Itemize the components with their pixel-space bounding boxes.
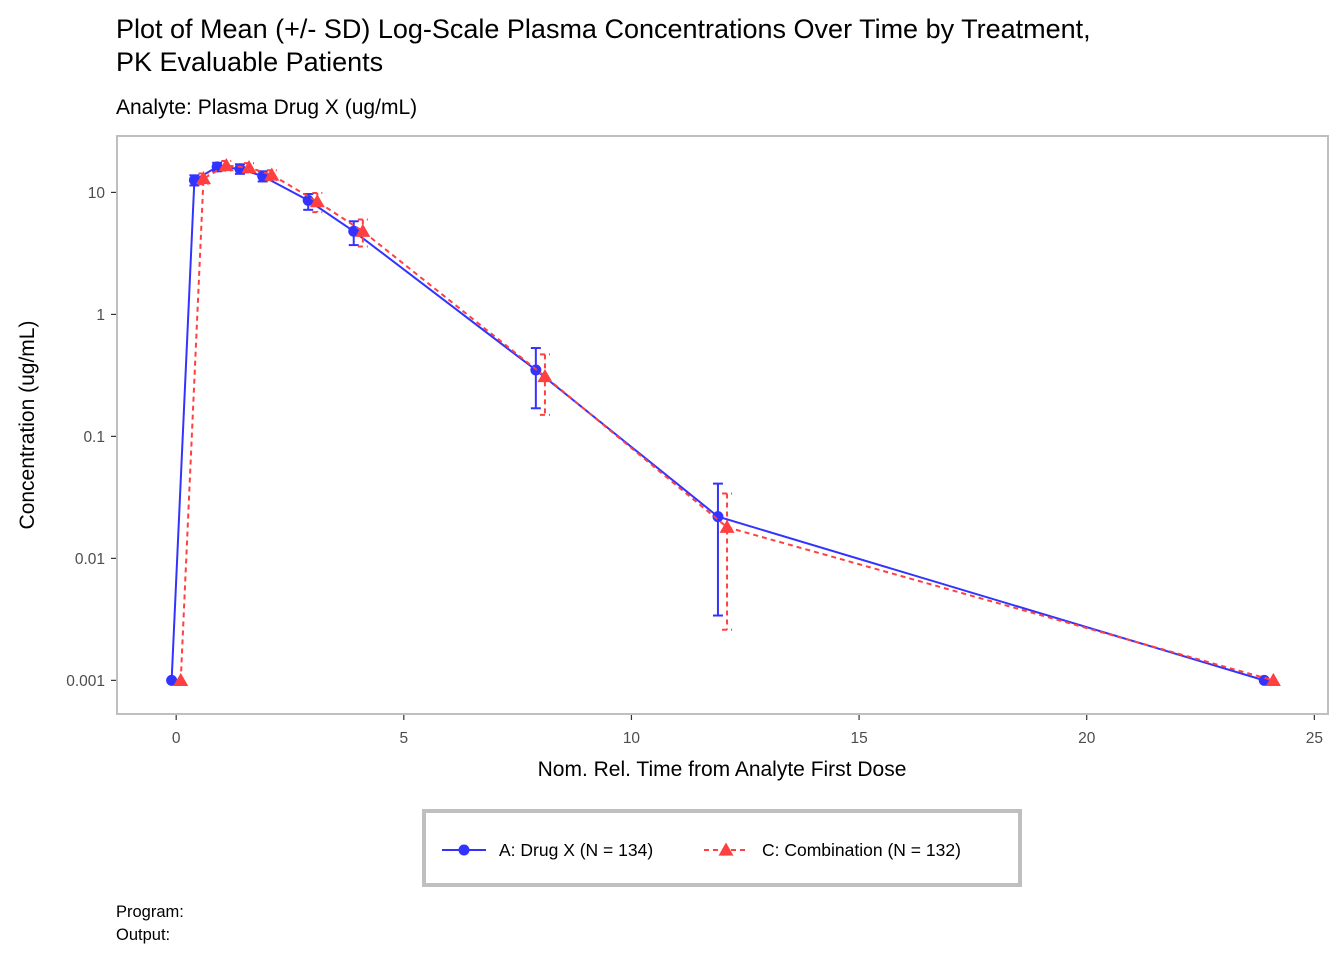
data-point [196,171,211,185]
y-tick-label: 0.001 [66,673,105,690]
x-tick-label: 0 [172,730,181,747]
legend-label-combination: C: Combination (N = 132) [762,840,961,860]
data-point [1265,672,1281,686]
legend-key-combination [704,842,748,856]
data-point [241,160,257,174]
data-point [355,223,371,237]
legend-key-drug-x [442,844,486,856]
y-tick-label: 1 [96,307,105,324]
data-point [537,368,553,383]
data-point [302,194,314,206]
x-axis: 0 5 10 15 20 25 [172,715,1323,747]
data-point [309,194,325,208]
x-tick-label: 20 [1078,730,1096,747]
x-tick-label: 5 [400,730,409,747]
x-tick-label: 10 [623,730,641,747]
caption-program: Program: [116,903,184,921]
chart-title-line-2: PK Evaluable Patients [116,47,383,77]
caption-output: Output: [116,926,170,944]
data-point [166,674,178,686]
legend-marker [718,842,734,856]
data-point [348,225,360,237]
y-tick-label: 0.01 [75,551,105,568]
chart-subtitle: Analyte: Plasma Drug X (ug/mL) [116,96,417,119]
legend-box [422,809,1022,887]
y-tick-label: 10 [88,185,106,202]
x-tick-label: 25 [1306,730,1323,747]
plot-panel [116,135,1329,715]
chart-title-line-1: Plot of Mean (+/- SD) Log-Scale Plasma C… [116,14,1091,44]
x-axis-title: Nom. Rel. Time from Analyte First Dose [538,758,907,781]
x-tick-label: 15 [850,730,867,747]
series-line [179,164,1274,682]
y-tick-label: 0.1 [83,429,105,446]
legend-label-drug-x: A: Drug X (N = 134) [499,840,653,860]
y-axis-title: Concentration (ug/mL) [16,321,39,530]
data-point [173,672,189,686]
data-point [264,167,280,181]
legend-marker [458,844,470,856]
y-axis: 0.001 0.01 0.1 1 10 [66,185,116,690]
series-layer [166,158,1281,686]
data-point [719,519,735,533]
data-point [712,511,724,523]
series-combination [173,158,1281,686]
data-point [218,158,234,172]
legend: A: Drug X (N = 134) C: Combination (N = … [422,809,1022,887]
